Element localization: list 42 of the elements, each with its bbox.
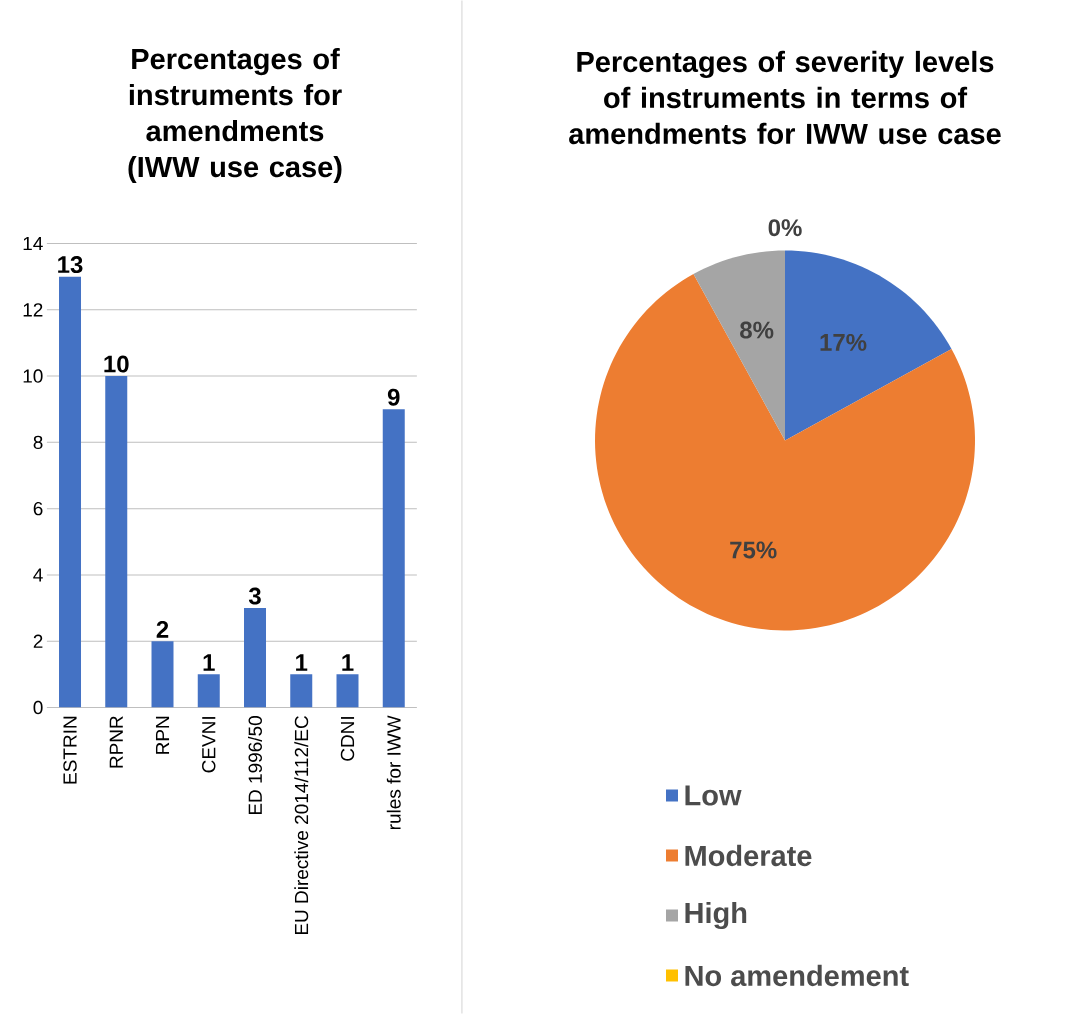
legend-label: Low: [685, 785, 742, 806]
data-label: 75%: [730, 541, 777, 559]
x-tick-label: rules for IWW: [386, 715, 401, 830]
y-tick-label: 12: [23, 303, 43, 317]
legend-label: High: [685, 901, 747, 930]
data-label: 1: [342, 654, 354, 671]
data-label: 9: [387, 388, 400, 406]
x-tick-label: EU Directive 2014/112/EC: [294, 716, 309, 935]
text: 0%: [768, 219, 802, 237]
legend-label: Moderate: [685, 844, 812, 867]
data-label: 3: [248, 587, 261, 605]
bar: [197, 674, 220, 708]
data-label: 10: [104, 355, 129, 373]
y-tick-label: 0: [33, 700, 43, 715]
legend-label: No amendement: [685, 964, 909, 987]
bar: [244, 608, 266, 708]
y-tick-label: 4: [33, 568, 43, 582]
y-tick-label: 8: [33, 435, 43, 450]
x-tick-label: RPN: [155, 716, 170, 754]
y-tick-label: 6: [33, 501, 43, 516]
bar: [105, 376, 128, 708]
data-label: 13: [58, 256, 83, 274]
x-tick-label: RPNR: [109, 716, 123, 768]
data-label: 1: [296, 654, 308, 671]
x-tick-label: ESTRIN: [63, 716, 77, 784]
data-label: 17%: [820, 333, 867, 351]
x-tick-label: ED 1996/50: [248, 716, 262, 815]
y-tick-label: 10: [23, 369, 43, 383]
data-label: 8%: [740, 321, 774, 339]
data-label: 2: [156, 620, 169, 638]
y-tick-label: 2: [33, 634, 43, 648]
bar: [59, 276, 82, 708]
bar: [151, 641, 174, 708]
x-tick-label: CEVNI: [202, 717, 216, 773]
x-tick-label: CDNI: [340, 717, 355, 761]
bar: [336, 674, 359, 708]
bar: [382, 409, 405, 708]
data-label: 1: [203, 654, 215, 671]
bar: [290, 674, 313, 708]
y-tick-label: 14: [23, 236, 43, 251]
chart-title: Percentages of severity levels of instruments in terms of amendments for IWW use case: [569, 50, 1001, 145]
chart-title: Percentages of instruments for amendments (IWW use case): [128, 47, 342, 184]
